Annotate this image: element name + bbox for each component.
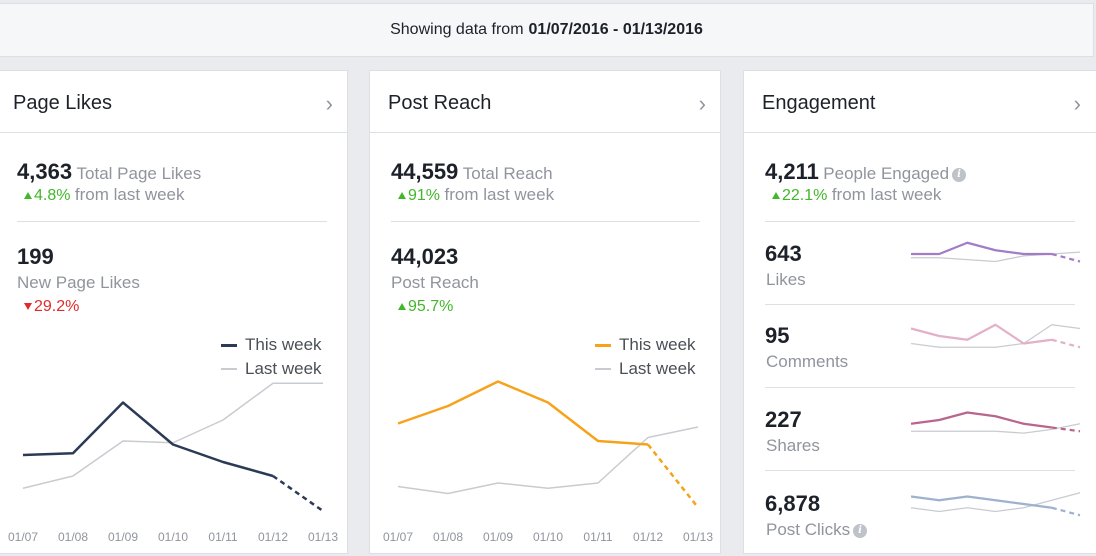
last-week-line [22, 382, 323, 489]
sparkline-this-week-line [910, 323, 1052, 345]
divider [765, 304, 1075, 305]
new-likes-value: 199 [17, 244, 54, 269]
legend-swatch [221, 368, 237, 370]
total-likes-change: 4.8% from last week [24, 185, 185, 205]
likes-label: Likes [766, 270, 806, 289]
x-tick-label: 01/09 [483, 530, 513, 544]
post-reach-change: 95.7% [398, 298, 453, 316]
arrow-up-icon [24, 192, 32, 199]
date-range-value: 01/07/2016 - 01/13/2016 [528, 21, 703, 38]
x-tick-label: 01/12 [633, 530, 663, 544]
shares-label: Shares [766, 436, 820, 455]
arrow-up-icon [772, 192, 780, 199]
chevron-right-icon[interactable]: › [325, 91, 333, 116]
info-icon[interactable]: i [853, 524, 868, 538]
people-engaged-row: 4,211 People Engaged i [765, 159, 967, 185]
sparkline-this-week-dashed-segment [1051, 506, 1081, 517]
x-tick-label: 01/10 [158, 530, 188, 544]
people-engaged-change: 22.1% from last week [772, 185, 941, 205]
x-tick-label: 01/07 [383, 530, 413, 544]
legend-swatch [595, 343, 611, 347]
likes-value: 643 [765, 241, 802, 266]
divider [17, 221, 327, 222]
engagement-sparklines [910, 241, 1081, 517]
post-clicks-label: Post Clicks [766, 520, 851, 539]
post-reach-value: 44,023 [391, 244, 459, 269]
this-week-dashed-segment [647, 443, 699, 509]
shares-value: 227 [765, 407, 802, 432]
legend-this-week: This week [595, 335, 696, 355]
chevron-right-icon[interactable]: › [698, 91, 706, 116]
page-likes-card: Page Likes › 4,363 Total Page Likes 4.8%… [0, 70, 348, 554]
page-likes-header[interactable]: Page Likes › [0, 71, 347, 133]
divider [765, 387, 1075, 388]
this-week-line [22, 401, 274, 478]
x-tick-label: 01/07 [8, 530, 38, 544]
people-engaged-value: 4,211 [765, 159, 819, 184]
page-likes-chart: 01/07 01/08 01/09 01/10 01/11 01/12 01/13 [8, 382, 338, 544]
comments-label: Comments [766, 352, 849, 371]
x-tick-label: 01/13 [683, 530, 713, 544]
sparkline-this-week-line [910, 495, 1052, 509]
card-title: Engagement [762, 92, 876, 114]
this-week-line [397, 380, 649, 446]
sparkline-this-week-line [911, 241, 1052, 256]
new-likes-change: 29.2% [24, 298, 79, 316]
engagement-card: Engagement › 4,211 People Engaged i 22.1%… [743, 70, 1096, 554]
chevron-right-icon[interactable]: › [1073, 91, 1081, 116]
total-likes-row: 4,363 Total Page Likes [17, 159, 201, 185]
sparkline-this-week-line [910, 411, 1052, 429]
post-reach-label: Post Reach [391, 273, 479, 292]
card-title: Post Reach [388, 92, 492, 114]
people-engaged-label: People Engaged [823, 164, 950, 183]
legend-last-week: Last week [595, 359, 696, 379]
post-clicks-row: Post Clicks i [766, 520, 868, 540]
post-reach-card: Post Reach › 44,559 Total Reach 91% from… [369, 70, 721, 554]
legend-this-week: This week [221, 335, 322, 355]
x-tick-label: 01/08 [433, 530, 463, 544]
sparkline-this-week-dashed-segment [1051, 338, 1081, 349]
date-range-bar: Showing data from 01/07/2016 - 01/13/201… [0, 3, 1094, 57]
total-reach-label: Total Reach [462, 164, 553, 183]
total-reach-change: 91% from last week [398, 185, 554, 205]
total-reach-value: 44,559 [391, 159, 459, 184]
x-tick-label: 01/11 [208, 530, 237, 544]
engagement-header[interactable]: Engagement › [744, 71, 1096, 133]
divider [391, 221, 700, 222]
post-clicks-value: 6,878 [765, 491, 821, 516]
sparkline-this-week-dashed-segment [1051, 426, 1081, 433]
legend-last-week: Last week [221, 359, 322, 379]
x-tick-label: 01/09 [108, 530, 138, 544]
sparkline-this-week-dashed-segment [1051, 252, 1081, 263]
post-reach-header[interactable]: Post Reach › [370, 71, 720, 133]
total-reach-row: 44,559 Total Reach [391, 159, 553, 185]
arrow-up-icon [398, 303, 406, 310]
x-tick-label: 01/13 [308, 530, 338, 544]
total-likes-label: Total Page Likes [76, 164, 202, 183]
x-tick-label: 01/11 [583, 530, 612, 544]
divider [765, 221, 1075, 222]
arrow-up-icon [398, 192, 406, 199]
post-reach-chart: 01/07 01/08 01/09 01/10 01/11 01/12 01/13 [383, 380, 713, 544]
legend-swatch [595, 368, 611, 370]
date-range-prefix: Showing data from [390, 21, 524, 38]
last-week-line [397, 426, 699, 495]
arrow-down-icon [24, 303, 32, 310]
divider [765, 470, 1075, 471]
x-tick-label: 01/12 [258, 530, 288, 544]
card-title: Page Likes [13, 92, 112, 114]
total-likes-value: 4,363 [17, 159, 73, 184]
comments-value: 95 [765, 323, 790, 348]
x-tick-label: 01/08 [58, 530, 88, 544]
legend-swatch [221, 343, 237, 347]
info-icon[interactable]: i [952, 168, 967, 182]
x-tick-label: 01/10 [533, 530, 563, 544]
new-likes-label: New Page Likes [17, 273, 140, 292]
this-week-dashed-segment [272, 474, 324, 513]
